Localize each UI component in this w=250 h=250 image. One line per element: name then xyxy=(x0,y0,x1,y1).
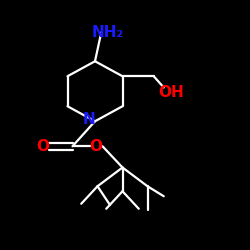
Text: NH₂: NH₂ xyxy=(92,25,124,40)
Text: N: N xyxy=(83,112,96,128)
Text: OH: OH xyxy=(158,85,184,100)
Text: O: O xyxy=(90,139,103,154)
Text: O: O xyxy=(36,139,49,154)
